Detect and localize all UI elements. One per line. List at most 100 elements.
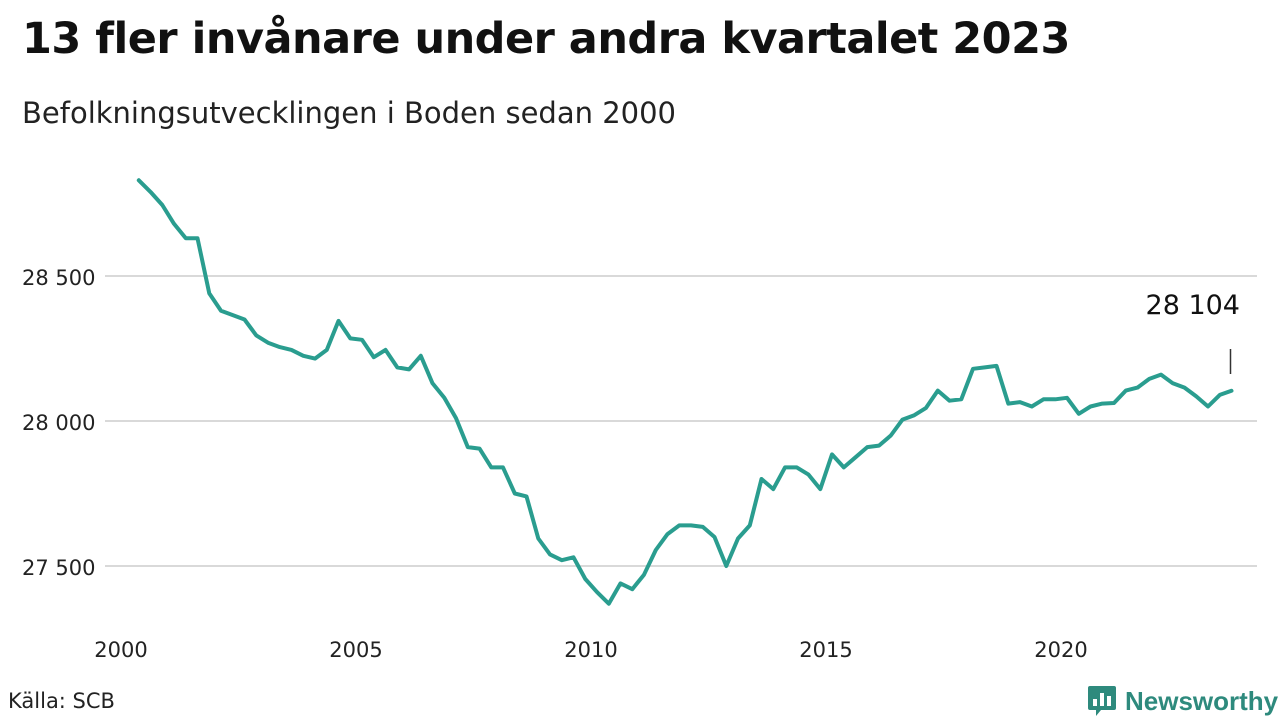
data-point — [196, 236, 200, 240]
data-point — [654, 548, 658, 552]
data-point — [525, 494, 529, 498]
data-point — [501, 465, 505, 469]
data-point — [243, 318, 247, 322]
data-point — [783, 465, 787, 469]
data-point — [337, 319, 341, 323]
data-point — [924, 406, 928, 410]
data-point — [290, 348, 294, 352]
data-point — [736, 536, 740, 540]
data-point — [1183, 386, 1187, 390]
series-layer — [136, 178, 1234, 606]
gridlines — [105, 275, 1257, 567]
data-point — [1124, 389, 1128, 393]
data-point — [454, 416, 458, 420]
data-point — [901, 418, 905, 422]
data-point — [313, 357, 317, 361]
data-point — [137, 178, 141, 182]
data-point — [219, 309, 223, 313]
data-point — [936, 389, 940, 393]
data-point — [266, 341, 270, 345]
data-point — [560, 558, 564, 562]
data-point — [231, 313, 235, 317]
data-point — [1100, 402, 1104, 406]
data-point — [713, 535, 717, 539]
data-point — [795, 465, 799, 469]
brand-name: Newsworthy — [1125, 685, 1279, 716]
data-point — [724, 564, 728, 568]
data-point — [160, 203, 164, 207]
data-point — [701, 525, 705, 529]
data-point — [1159, 373, 1163, 377]
data-point — [184, 236, 188, 240]
data-point — [442, 396, 446, 400]
series-line-0 — [136, 178, 1234, 606]
data-point — [912, 413, 916, 417]
data-point — [666, 532, 670, 536]
source-label: Källa: SCB — [8, 689, 115, 713]
data-point — [1194, 394, 1198, 398]
data-point — [489, 465, 493, 469]
x-tick-label: 2010 — [564, 638, 617, 662]
data-point — [1171, 381, 1175, 385]
data-point — [278, 345, 282, 349]
data-point — [1147, 377, 1151, 381]
data-point — [172, 222, 176, 226]
x-tick-label: 2005 — [329, 638, 382, 662]
data-point — [748, 523, 752, 527]
x-axis-tick-labels: 2000 2005 2010 2015 2020 — [94, 638, 1087, 662]
annotation-label: 28 104 — [1146, 290, 1240, 321]
data-point — [854, 455, 858, 459]
data-point — [395, 365, 399, 369]
data-point — [419, 354, 423, 358]
data-point — [1030, 405, 1034, 409]
data-point — [760, 477, 764, 481]
data-point — [983, 365, 987, 369]
data-point — [1065, 396, 1069, 400]
data-point — [877, 444, 881, 448]
data-point — [1206, 405, 1210, 409]
data-point — [513, 492, 517, 496]
data-point — [360, 338, 364, 342]
data-point — [466, 445, 470, 449]
chart-title: 13 fler invånare under andra kvartalet 2… — [22, 14, 1070, 64]
data-point — [948, 399, 952, 403]
data-point — [254, 333, 258, 337]
x-tick-label: 2020 — [1034, 638, 1087, 662]
data-point — [971, 367, 975, 371]
data-point — [1006, 402, 1010, 406]
data-point — [959, 397, 963, 401]
data-point — [431, 381, 435, 385]
brand-logo[interactable]: Newsworthy — [1087, 684, 1278, 718]
data-point — [642, 573, 646, 577]
data-point — [478, 447, 482, 451]
data-point — [1136, 386, 1140, 390]
data-point — [1230, 389, 1234, 393]
x-tick-label: 2015 — [799, 638, 852, 662]
data-point — [207, 291, 211, 295]
y-tick-label: 28 500 — [22, 266, 95, 290]
data-point — [807, 473, 811, 477]
data-point — [1112, 401, 1116, 405]
data-point — [842, 465, 846, 469]
annotation-layer: 28 104 — [1146, 290, 1240, 374]
data-point — [548, 552, 552, 556]
data-point — [372, 355, 376, 359]
data-point — [677, 523, 681, 527]
data-point — [1077, 412, 1081, 416]
data-point — [1042, 397, 1046, 401]
chart-subtitle: Befolkningsutvecklingen i Boden sedan 20… — [22, 96, 677, 130]
data-point — [149, 190, 153, 194]
data-point — [1089, 405, 1093, 409]
data-point — [1053, 397, 1057, 401]
data-point — [325, 348, 329, 352]
data-point — [995, 364, 999, 368]
y-tick-label: 28 000 — [22, 411, 95, 435]
data-point — [384, 348, 388, 352]
data-point — [536, 536, 540, 540]
data-point — [407, 367, 411, 371]
x-tick-label: 2000 — [94, 638, 147, 662]
data-point — [630, 587, 634, 591]
data-point — [689, 523, 693, 527]
y-axis-tick-labels: 27 500 28 000 28 500 — [22, 266, 95, 580]
